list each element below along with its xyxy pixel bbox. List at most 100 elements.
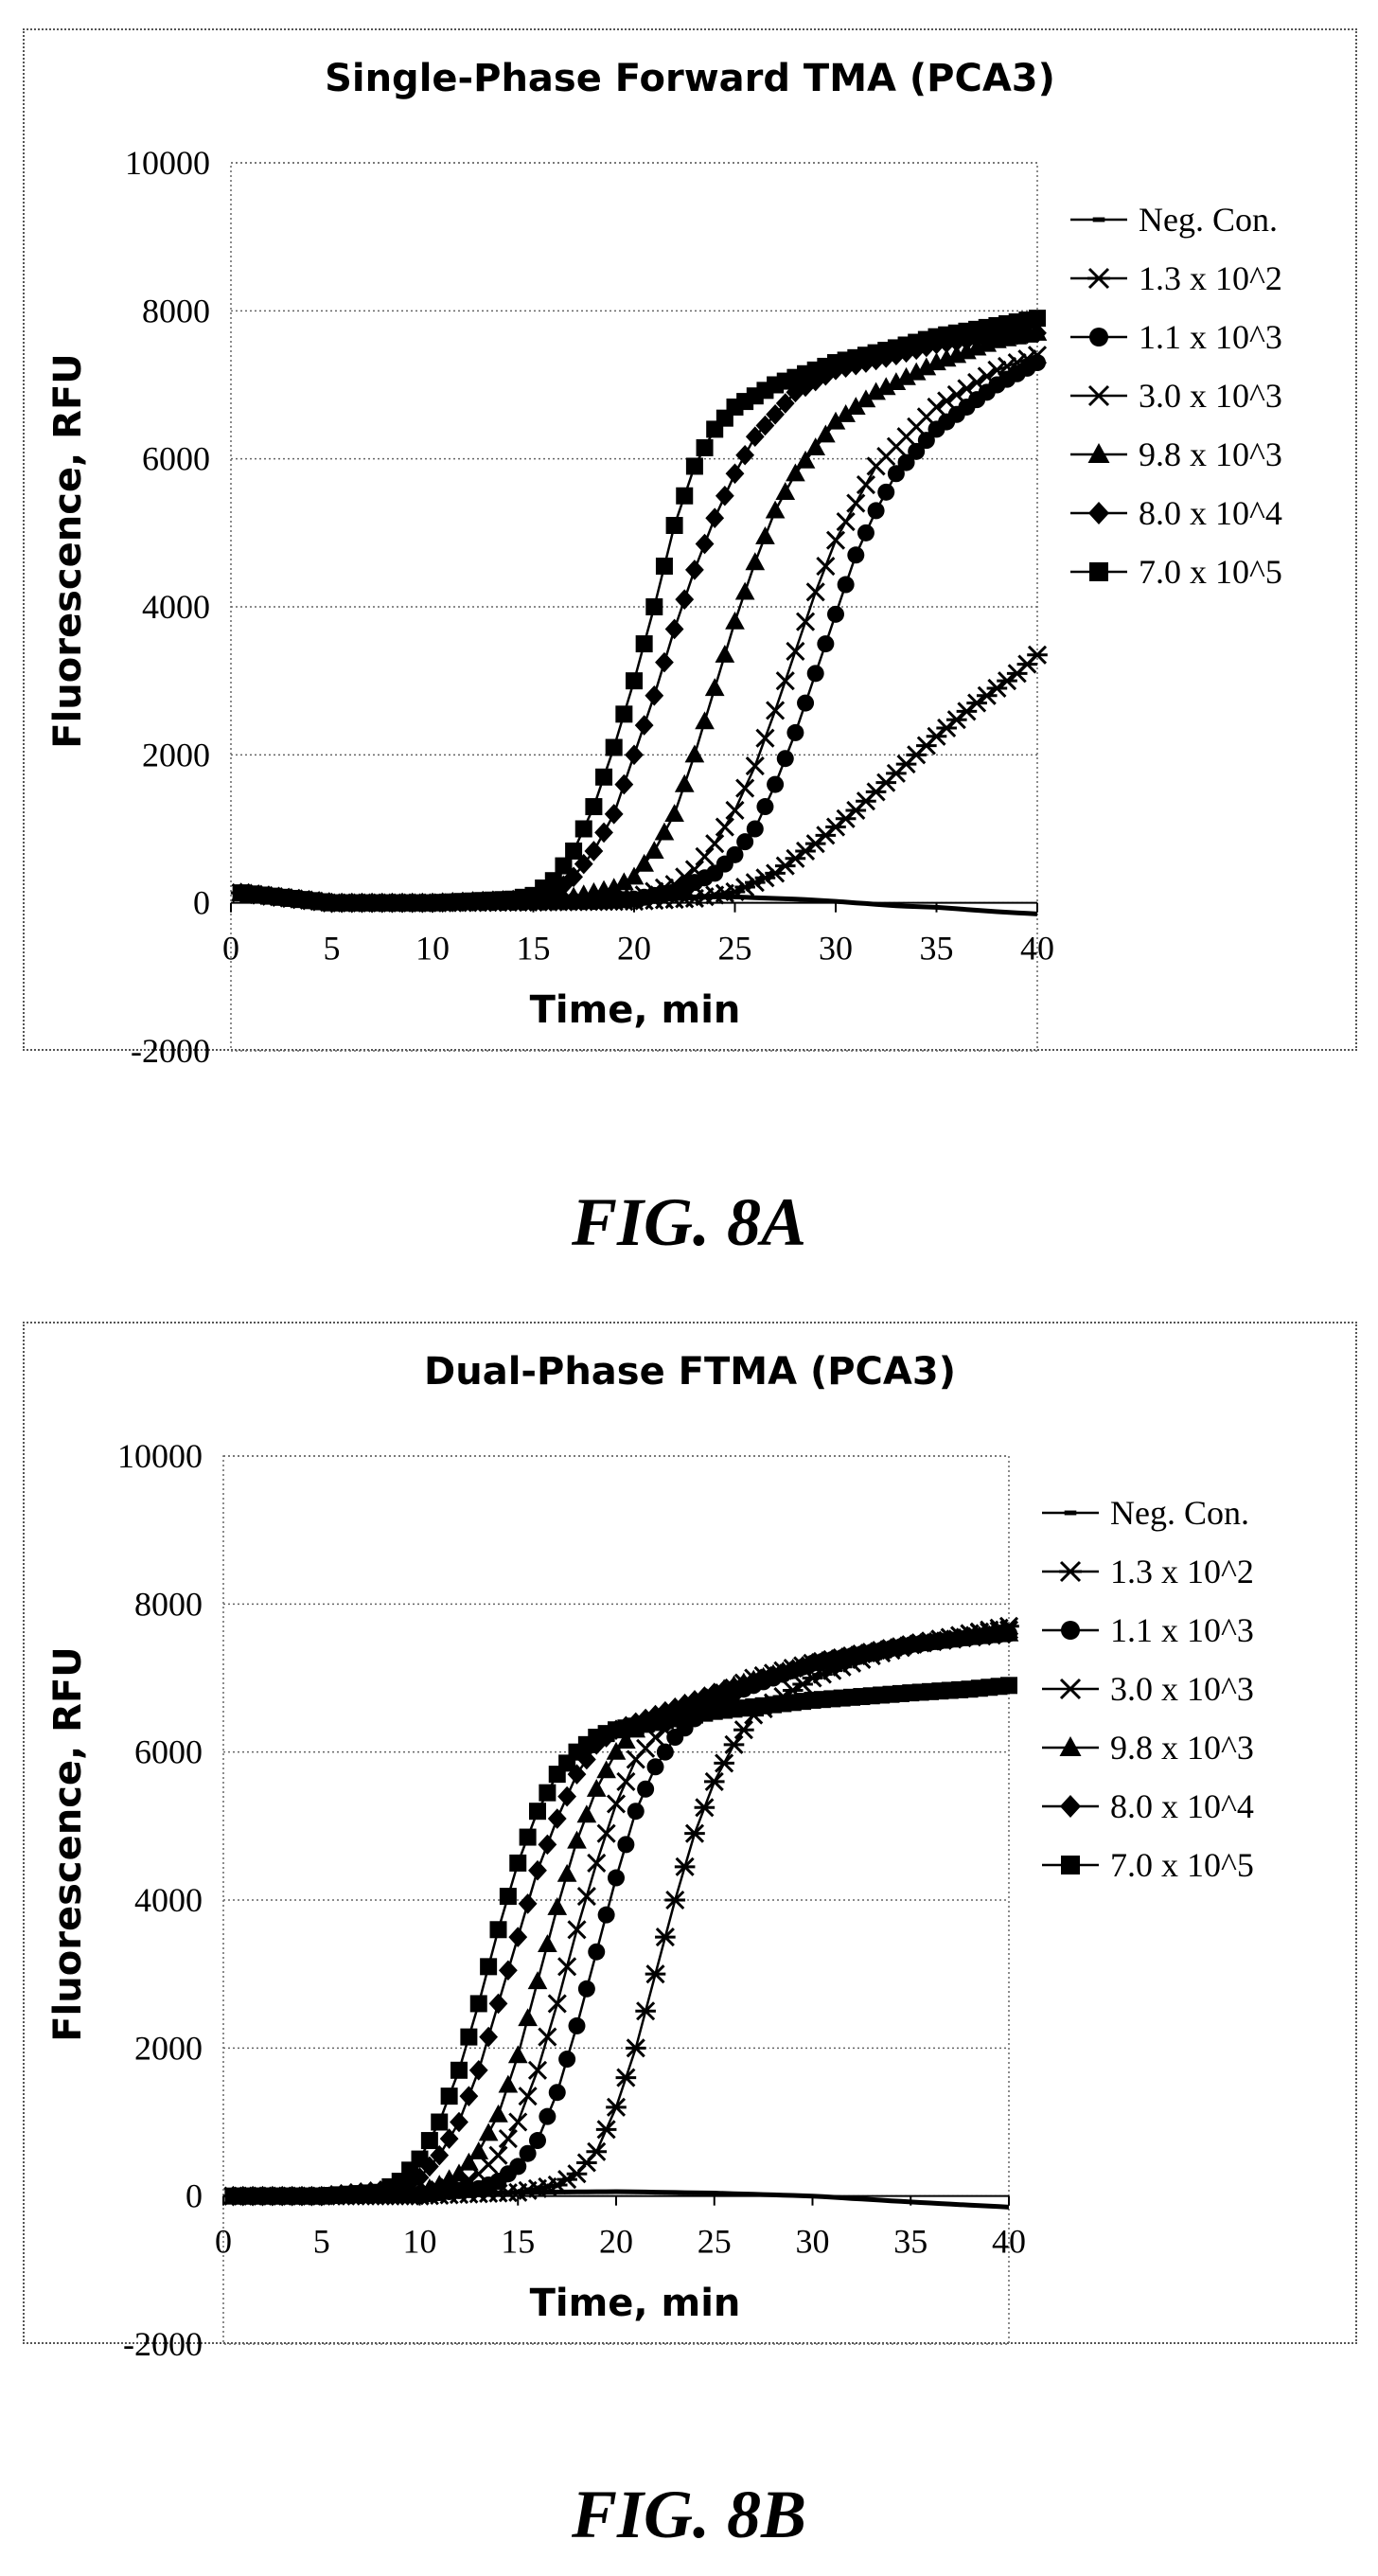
data-point — [735, 444, 755, 466]
plot-svg: -2000 0 2000 4000 6000 8000 10000 0 5 10 15 20 25 30 3… — [117, 1437, 1254, 2363]
data-point — [805, 582, 825, 602]
data-point — [606, 1794, 627, 1814]
data-point — [469, 1995, 487, 2013]
series-diamond — [223, 1623, 1018, 2207]
y-tick-label: 10000 — [117, 1437, 203, 1475]
data-point — [765, 500, 786, 519]
data-point — [538, 1834, 557, 1856]
x-tick-label: 40 — [992, 2223, 1026, 2261]
data-point — [557, 1785, 577, 1807]
y-tick-label: 6000 — [134, 1733, 203, 1771]
data-point — [614, 773, 634, 795]
data-point — [596, 1760, 616, 1779]
data-point — [695, 711, 715, 730]
legend-item: 1.3 x 10^2 — [1042, 1553, 1254, 1590]
legend-marker — [1061, 1856, 1080, 1874]
data-point — [439, 2169, 459, 2188]
data-point — [498, 1960, 518, 1981]
data-point — [478, 2123, 499, 2141]
series-x — [231, 346, 1048, 913]
y-tick-label: -2000 — [123, 2325, 203, 2363]
x-axis-label: Time, min — [529, 2282, 741, 2325]
data-point — [736, 833, 754, 851]
data-point — [976, 685, 998, 705]
legend-label: 3.0 x 10^3 — [1110, 1670, 1254, 1708]
data-point — [775, 393, 795, 414]
data-point — [596, 1823, 616, 1843]
legend-item: 1.3 x 10^2 — [1070, 259, 1282, 297]
data-point — [715, 817, 734, 837]
data-point — [745, 552, 766, 571]
data-point — [957, 379, 977, 399]
data-point — [897, 453, 915, 471]
legend-label: 8.0 x 10^4 — [1139, 494, 1282, 532]
data-point — [967, 372, 987, 392]
data-point — [615, 2068, 637, 2087]
legend-label: 1.3 x 10^2 — [1110, 1553, 1254, 1590]
data-point — [966, 693, 987, 713]
data-point — [616, 1771, 636, 1791]
series-line — [240, 331, 1038, 904]
data-point — [694, 1798, 716, 1818]
data-point — [584, 841, 604, 862]
chart-panel-b: Dual-Phase FTMA (PCA3) Fluorescence, RFU… — [23, 1322, 1357, 2363]
data-point — [547, 1994, 567, 2014]
data-point — [795, 841, 816, 862]
data-point — [999, 1623, 1018, 1644]
data-point — [910, 1633, 930, 1654]
x-tick-label: 25 — [698, 2223, 732, 2261]
data-point — [420, 2132, 438, 2150]
legend-label: 7.0 x 10^5 — [1110, 1846, 1254, 1884]
y-tick-label: 0 — [186, 2177, 203, 2215]
legend-item: 1.1 x 10^3 — [1070, 318, 1282, 356]
legend-marker — [1059, 1678, 1082, 1700]
data-point — [586, 1778, 607, 1797]
legend-item: Neg. Con. — [1070, 201, 1278, 239]
data-point — [450, 2061, 468, 2079]
data-point — [488, 2104, 508, 2123]
data-point — [1007, 352, 1027, 373]
data-point — [877, 483, 895, 501]
data-point — [997, 356, 1017, 377]
data-point — [624, 888, 645, 909]
data-point — [547, 1808, 567, 1829]
data-point — [459, 2086, 479, 2106]
data-point — [624, 866, 645, 885]
y-tick-label: 10000 — [125, 144, 210, 182]
data-point — [586, 2141, 608, 2161]
data-point — [685, 457, 703, 475]
data-point — [886, 372, 907, 390]
data-point — [744, 1670, 764, 1692]
data-point — [725, 463, 745, 485]
legend-marker — [1092, 217, 1105, 222]
data-point — [845, 397, 866, 416]
legend-item: Neg. Con. — [1042, 1494, 1249, 1532]
data-point — [635, 635, 653, 653]
data-point — [795, 612, 816, 631]
data-point — [634, 885, 654, 905]
legend-marker — [1089, 562, 1108, 581]
data-point — [616, 1731, 636, 1750]
data-point — [488, 1993, 508, 2015]
data-point — [856, 389, 876, 408]
x-tick-label: 30 — [819, 930, 853, 968]
data-point — [785, 848, 806, 868]
data-point — [519, 2144, 537, 2162]
x-tick-label: 35 — [893, 2223, 928, 2261]
data-point — [518, 1893, 538, 1914]
data-point — [665, 517, 683, 535]
data-point — [547, 1897, 568, 1915]
y-tick-label: 4000 — [134, 1881, 203, 1919]
data-point — [906, 362, 927, 381]
data-point — [676, 487, 694, 505]
data-point — [1029, 310, 1046, 328]
data-point — [866, 382, 886, 400]
x-tick-label: 30 — [796, 2223, 830, 2261]
data-point — [987, 360, 1007, 380]
data-point — [927, 397, 946, 417]
series-triangle — [223, 1623, 1019, 2204]
data-point — [617, 1836, 635, 1854]
data-point — [755, 525, 775, 544]
legend-marker — [1087, 443, 1110, 463]
series-triangle — [231, 322, 1048, 911]
